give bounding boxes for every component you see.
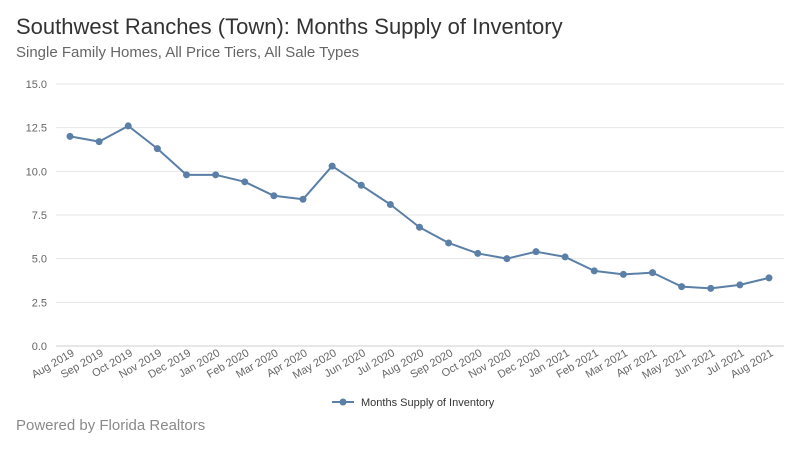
data-point[interactable] bbox=[474, 249, 482, 257]
data-point[interactable] bbox=[590, 267, 598, 275]
footer-credit: Powered by Florida Realtors bbox=[16, 417, 206, 434]
y-tick-label: 5.0 bbox=[32, 254, 47, 266]
data-point[interactable] bbox=[386, 201, 394, 209]
y-tick-label: 2.5 bbox=[32, 297, 47, 309]
series-layer bbox=[66, 122, 773, 292]
data-point[interactable] bbox=[124, 122, 132, 130]
data-point[interactable] bbox=[95, 138, 103, 146]
data-point[interactable] bbox=[619, 270, 627, 278]
data-point[interactable] bbox=[66, 132, 74, 140]
y-tick-label: 0.0 bbox=[32, 341, 47, 353]
y-tick-label: 10.0 bbox=[26, 166, 47, 178]
y-tick-label: 12.5 bbox=[26, 123, 47, 135]
data-point[interactable] bbox=[678, 283, 686, 291]
legend[interactable]: Months Supply of Inventory bbox=[332, 397, 495, 409]
data-point[interactable] bbox=[707, 284, 715, 292]
data-point[interactable] bbox=[299, 195, 307, 203]
data-point[interactable] bbox=[212, 171, 220, 179]
chart-subtitle: Single Family Homes, All Price Tiers, Al… bbox=[16, 44, 360, 61]
data-point[interactable] bbox=[328, 162, 336, 170]
data-point[interactable] bbox=[561, 253, 569, 261]
data-point[interactable] bbox=[736, 281, 744, 289]
chart-title: Southwest Ranches (Town): Months Supply … bbox=[16, 14, 563, 39]
data-point[interactable] bbox=[765, 274, 773, 282]
data-point[interactable] bbox=[153, 145, 161, 153]
data-point[interactable] bbox=[649, 269, 656, 277]
data-point[interactable] bbox=[183, 171, 190, 179]
series-line bbox=[69, 124, 770, 290]
y-tick-label: 7.5 bbox=[32, 210, 47, 222]
gridlines bbox=[56, 83, 784, 347]
y-tick-label: 15.0 bbox=[26, 79, 47, 91]
data-point[interactable] bbox=[241, 178, 249, 186]
legend-marker-icon bbox=[339, 398, 347, 406]
y-axis: 0.0 2.5 5.0 7.5 10.0 12.5 15.0 bbox=[26, 79, 47, 353]
data-point[interactable] bbox=[445, 239, 453, 247]
data-point[interactable] bbox=[503, 255, 511, 263]
data-point[interactable] bbox=[270, 192, 278, 200]
data-point[interactable] bbox=[416, 223, 423, 231]
data-point[interactable] bbox=[357, 181, 365, 189]
data-point[interactable] bbox=[532, 248, 540, 256]
legend-label[interactable]: Months Supply of Inventory bbox=[361, 397, 495, 409]
